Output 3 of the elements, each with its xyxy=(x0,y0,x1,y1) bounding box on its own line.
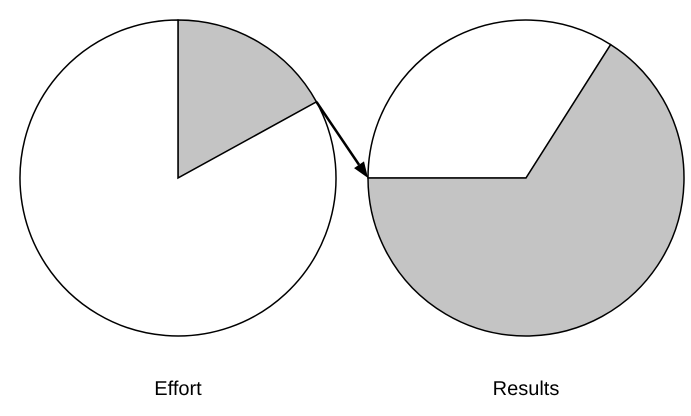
pie-slice xyxy=(19,19,337,337)
text: Effort xyxy=(153,378,203,401)
text: Results xyxy=(492,378,560,401)
